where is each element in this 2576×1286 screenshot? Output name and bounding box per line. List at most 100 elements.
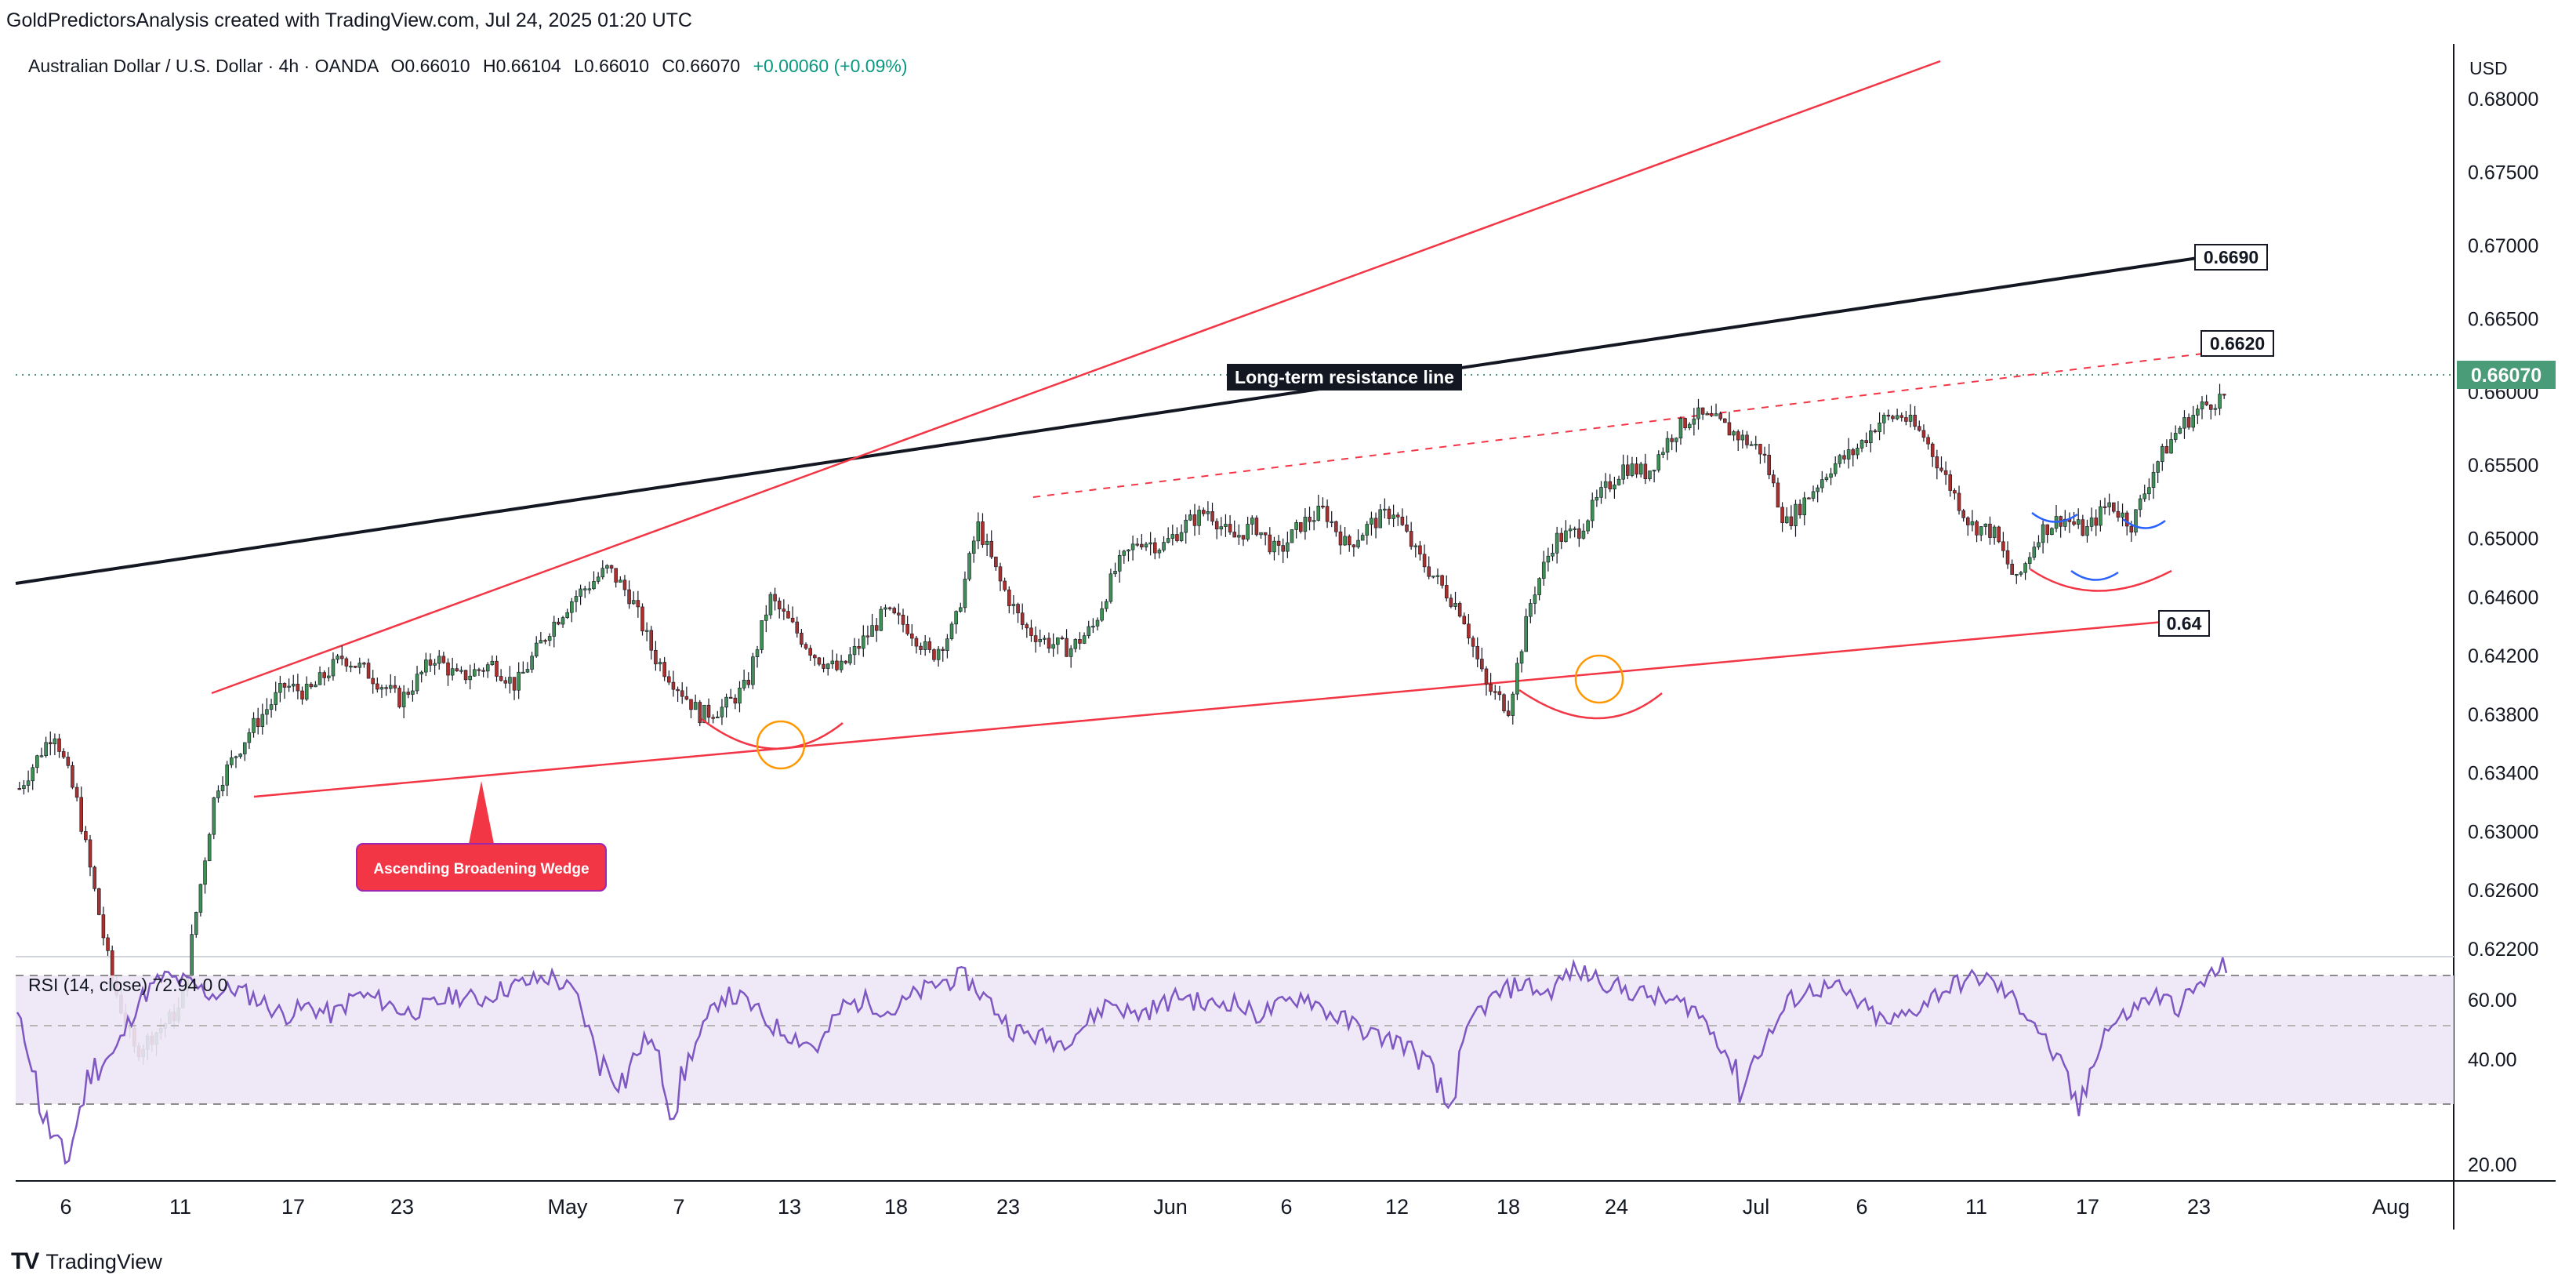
candle — [357, 657, 362, 674]
candle — [1343, 526, 1347, 547]
candle — [415, 666, 419, 695]
candle — [1334, 520, 1338, 537]
candle — [1467, 613, 1471, 645]
wedge-lower-line[interactable] — [253, 620, 2164, 798]
rsi-title[interactable]: RSI (14, close) 72.94 0 0 — [28, 975, 227, 995]
candle — [565, 608, 569, 619]
candle — [570, 598, 574, 623]
candle — [1440, 574, 1444, 589]
candle — [738, 681, 742, 713]
candle — [2112, 502, 2116, 514]
candle — [1833, 456, 1838, 477]
candle — [985, 533, 989, 557]
candle — [2085, 519, 2089, 543]
candle — [1286, 531, 1290, 558]
candle — [892, 606, 897, 615]
candle — [654, 641, 658, 671]
candle — [1794, 500, 1798, 537]
candle — [1899, 412, 1904, 422]
long-term-resistance-line[interactable] — [15, 256, 2204, 585]
candle — [495, 655, 499, 682]
tag-0-6690[interactable] — [2194, 244, 2268, 271]
candle — [485, 662, 490, 678]
time-axis[interactable]: 6 11 17 23 May 7 13 18 23 Jun 6 12 18 24 Jul 6 11 17 23 Aug — [60, 1195, 2410, 1219]
x-tick-5: 7 — [673, 1195, 684, 1219]
candle — [1736, 429, 1740, 452]
candle — [463, 670, 468, 685]
candle — [525, 662, 530, 674]
candle — [870, 613, 874, 637]
candle — [561, 616, 565, 628]
tag-0-6620-text: 0.6620 — [2210, 333, 2265, 354]
candle — [353, 665, 357, 669]
candle — [384, 685, 388, 696]
candle — [711, 714, 715, 724]
candle — [1449, 594, 1453, 608]
candle — [1537, 577, 1541, 601]
x-tick-7: 18 — [884, 1195, 908, 1219]
symbol-legend[interactable]: Australian Dollar / U.S. Dollar · 4h · O… — [28, 56, 908, 76]
candle — [274, 681, 278, 711]
candle — [804, 642, 808, 650]
candle — [88, 834, 93, 877]
candle — [534, 636, 539, 658]
candle — [1056, 637, 1060, 655]
x-tick-19: Aug — [2372, 1195, 2410, 1219]
wedge-upper-line[interactable] — [211, 60, 1941, 695]
candle — [1395, 512, 1400, 526]
candle — [693, 694, 698, 710]
y-tick-3: 0.66500 — [2468, 308, 2538, 330]
candle — [914, 635, 919, 654]
y-tick-10: 0.63400 — [2468, 763, 2538, 785]
resistance-label-box[interactable] — [1227, 364, 1462, 391]
currency-label[interactable]: USD — [2469, 58, 2508, 78]
candle — [238, 753, 242, 759]
tag-0-6620[interactable] — [2200, 330, 2274, 357]
candle — [622, 575, 627, 597]
candle — [2094, 509, 2099, 536]
last-price-badge[interactable] — [2457, 361, 2556, 389]
candle — [1966, 516, 1970, 536]
candle — [2147, 478, 2151, 501]
candle — [1595, 489, 1599, 507]
candle — [401, 685, 406, 718]
candle — [959, 602, 963, 613]
candle — [362, 661, 366, 668]
candle — [574, 590, 579, 612]
candle — [287, 678, 291, 692]
candle — [1082, 632, 1087, 645]
y-tick-11: 0.63000 — [2468, 821, 2538, 843]
candle — [296, 674, 300, 699]
bottom-arc-may — [701, 718, 844, 750]
candle — [658, 658, 662, 672]
candle — [1824, 473, 1829, 482]
candle — [1188, 510, 1192, 521]
candle — [411, 680, 415, 702]
candle — [260, 703, 265, 735]
candle — [676, 686, 680, 703]
bottom-arc-june — [1518, 688, 1663, 720]
candle — [742, 669, 746, 691]
candle — [1953, 488, 1957, 500]
candle — [539, 631, 543, 644]
candle — [256, 707, 260, 735]
candle — [667, 670, 671, 685]
price-axis[interactable]: 0.680000.675000.670000.665000.660000.655… — [2468, 89, 2538, 961]
rsi-line[interactable] — [16, 957, 2228, 1165]
tag-0-64[interactable] — [2158, 610, 2210, 637]
candle — [455, 663, 459, 672]
candle — [2186, 413, 2191, 430]
footer-brand[interactable]: TV TradingView — [11, 1248, 162, 1275]
candle — [194, 911, 198, 938]
candle — [1772, 470, 1776, 488]
candle — [2032, 541, 2037, 561]
candle — [1431, 576, 1435, 579]
candle — [1829, 467, 1833, 485]
wedge-callout-box[interactable] — [356, 843, 607, 892]
candle — [1457, 601, 1462, 618]
candle — [1250, 515, 1254, 536]
y-tick-13: 0.62200 — [2468, 939, 2538, 961]
candle — [1634, 456, 1638, 478]
candle — [2200, 396, 2204, 420]
